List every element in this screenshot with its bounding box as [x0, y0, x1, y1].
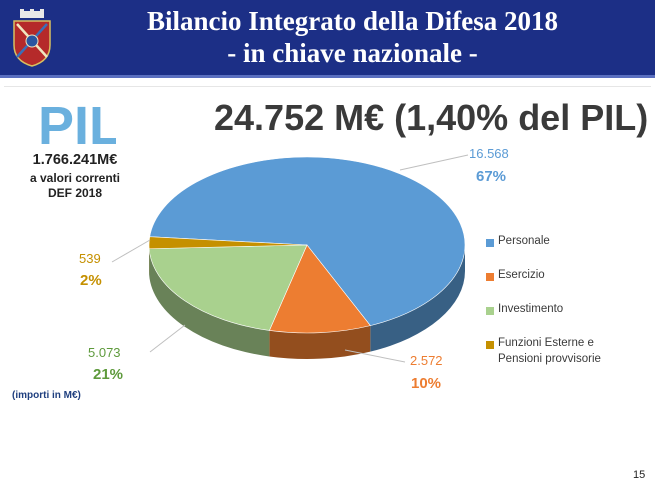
investimento-percent-label: 21% — [93, 366, 124, 383]
pil-note-line1: a valori correnti — [29, 171, 121, 185]
esercizio-value-label: 2.572 — [410, 353, 443, 368]
legend-swatch-investimento — [486, 307, 494, 315]
pie-side-esercizio — [269, 325, 371, 359]
personale-value-label: 16.568 — [469, 146, 509, 161]
legend-swatch-personale — [486, 239, 494, 247]
pie-slice-esercizio — [268, 244, 371, 334]
pil-note-line2: DEF 2018 — [47, 186, 103, 200]
investimento-value-label: 5.073 — [88, 345, 121, 360]
title-bar-divider — [0, 75, 655, 78]
funzioni-value-label: 539 — [79, 251, 101, 266]
pil-logo: PIL — [38, 96, 116, 152]
pie-slice-investimento — [148, 244, 308, 331]
headline-total: 24.752 M€ (1,40% del PIL) — [214, 97, 649, 138]
leader-personale — [399, 154, 469, 171]
slide-title-line2: - in chiave nazionale - — [227, 38, 478, 68]
legend-item-investimento: Investimento — [498, 303, 564, 315]
leader-investimento — [149, 324, 186, 353]
esercizio-percent-label: 10% — [411, 375, 442, 392]
legend-item-funzioni-line2: Pensioni provvisorie — [498, 353, 601, 365]
pil-value: 1.766.241M€ — [32, 152, 118, 168]
legend-swatch-funzioni — [486, 341, 494, 349]
funzioni-percent-label: 2% — [80, 272, 102, 289]
legend-item-personale: Personale — [498, 235, 550, 247]
pie-side-investimento — [149, 248, 270, 357]
pie-slice-funzioni — [148, 236, 308, 250]
leader-funzioni — [111, 239, 151, 263]
slide-title-line1: Bilancio Integrato della Difesa 2018 — [147, 6, 558, 36]
page-number: 15 — [633, 469, 646, 481]
emblem-icon — [13, 9, 51, 67]
pie-side-personale — [370, 245, 465, 352]
legend-item-funzioni-line1: Funzioni Esterne e — [498, 337, 594, 349]
leader-esercizio — [344, 349, 406, 363]
title-bar — [0, 0, 655, 75]
pil-logo-text: PIL — [38, 96, 116, 152]
units-note: (importi in M€) — [12, 390, 81, 401]
legend-swatch-esercizio — [486, 273, 494, 281]
personale-percent-label: 67% — [476, 168, 507, 185]
legend-item-esercizio: Esercizio — [498, 269, 545, 281]
pie-slice-personale — [149, 156, 466, 326]
